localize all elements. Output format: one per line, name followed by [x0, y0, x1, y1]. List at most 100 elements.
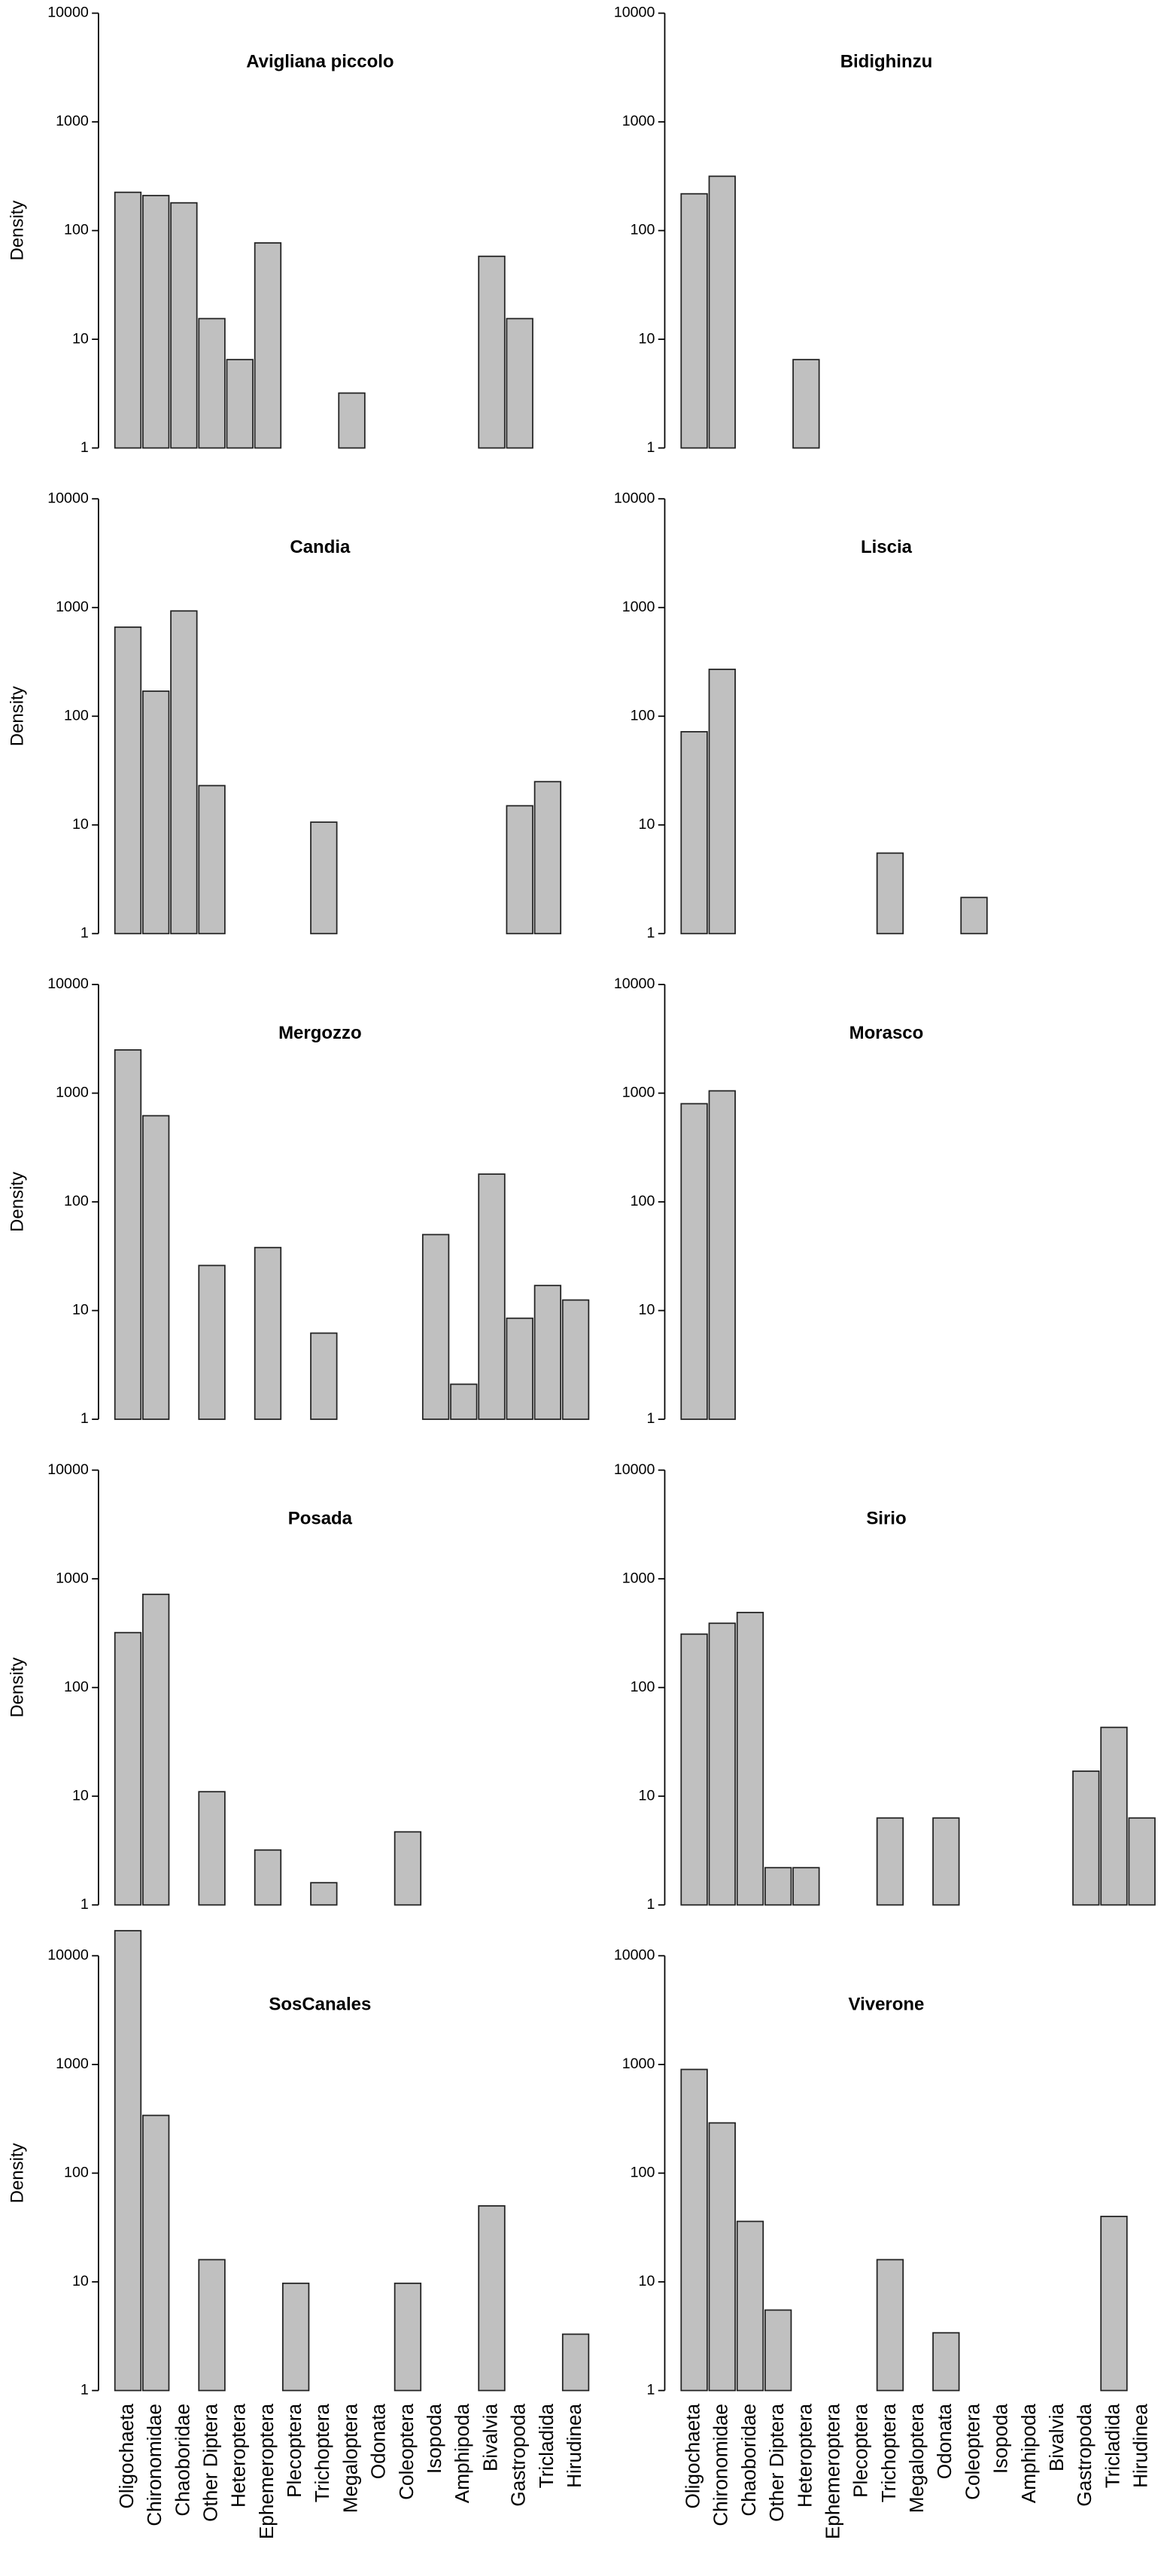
chart-title: Posada — [288, 1509, 353, 1529]
y-tick-label: 1000 — [622, 1570, 655, 1586]
y-tick-label: 1000 — [622, 2056, 655, 2072]
y-tick-label: 1000 — [56, 2056, 89, 2072]
y-axis-label: Density — [8, 201, 28, 261]
y-tick-label: 10000 — [47, 5, 89, 21]
bar — [876, 2259, 904, 2392]
x-tick-label: Other Diptera — [199, 2403, 221, 2521]
x-tick-label: Gastropoda — [507, 2403, 530, 2506]
x-tick-label: Chaoboridae — [737, 2404, 760, 2517]
y-tick-label: 1000 — [56, 599, 89, 615]
y-tick-label: 10000 — [47, 1461, 89, 1478]
bar — [1128, 1817, 1156, 1906]
x-tick-label: Amphipoda — [1017, 2403, 1040, 2503]
y-tick-label: 1000 — [56, 1570, 89, 1586]
bar — [114, 191, 142, 449]
bar — [708, 669, 736, 935]
bar — [254, 1246, 282, 1420]
x-tick-label: Oligochaeta — [115, 2403, 138, 2508]
bar — [394, 2282, 422, 2392]
x-tick-label: Ephemeroptera — [821, 2403, 843, 2539]
y-axis-label: Density — [8, 2143, 28, 2203]
y-axis-label: Density — [8, 1658, 28, 1718]
bar — [533, 1285, 562, 1420]
x-tick-label: Chironomidae — [710, 2404, 732, 2526]
x-tick-label: Isopoda — [989, 2403, 1012, 2474]
y-tick-label: 10 — [72, 1302, 89, 1318]
y-tick-label: 1 — [646, 439, 655, 456]
bar — [876, 852, 904, 935]
x-tick-label: Hirudinea — [563, 2403, 585, 2487]
y-tick-label: 10 — [639, 1787, 655, 1804]
bar — [680, 1633, 708, 1906]
y-tick-label: 10000 — [614, 490, 655, 506]
x-tick-label: Tricladida — [1101, 2403, 1123, 2488]
bar — [198, 1791, 226, 1906]
x-tick-label: Gastropoda — [1073, 2403, 1096, 2506]
chart-title: Sirio — [866, 1509, 906, 1529]
bar — [170, 610, 198, 935]
bar — [764, 1867, 792, 1906]
x-tick-label: Hirudinea — [1129, 2403, 1152, 2487]
bar — [960, 897, 988, 935]
x-tick-label: Plecoptera — [283, 2403, 305, 2498]
bar — [792, 1867, 820, 1906]
x-tick-label: Trichoptera — [311, 2403, 333, 2502]
bar — [533, 781, 562, 935]
bar — [114, 626, 142, 935]
bar — [114, 1631, 142, 1906]
bar — [450, 1383, 478, 1420]
y-tick-label: 1 — [646, 1410, 655, 1427]
y-tick-label: 1 — [646, 2382, 655, 2399]
y-tick-label: 10 — [639, 330, 655, 347]
bar — [708, 1090, 736, 1420]
bar — [680, 193, 708, 449]
y-axis-label: Density — [8, 686, 28, 746]
y-tick-label: 1 — [646, 1896, 655, 1913]
bar — [254, 242, 282, 449]
bar — [708, 1622, 736, 1906]
y-tick-label: 100 — [64, 1679, 89, 1695]
y-tick-label: 1000 — [56, 1085, 89, 1101]
bar — [1100, 2216, 1128, 2392]
y-tick-label: 10000 — [47, 1947, 89, 1964]
bar — [680, 1103, 708, 1420]
y-tick-label: 10 — [639, 816, 655, 833]
bar — [281, 2282, 310, 2392]
x-tick-label: Isopoda — [423, 2403, 445, 2474]
bar — [226, 359, 254, 449]
y-tick-label: 100 — [64, 1193, 89, 1209]
chart-title: SosCanales — [269, 1994, 371, 2014]
bar — [1072, 1770, 1100, 1906]
x-tick-label: Chironomidae — [143, 2404, 166, 2526]
chart-title: Bidighinzu — [840, 52, 933, 72]
x-tick-label: Other Diptera — [765, 2403, 788, 2521]
y-tick-label: 100 — [64, 707, 89, 724]
bar — [142, 2114, 170, 2392]
x-tick-label: Trichoptera — [877, 2403, 900, 2502]
x-tick-label: Megaloptera — [905, 2403, 928, 2513]
y-tick-label: 100 — [64, 222, 89, 238]
bar — [142, 195, 170, 449]
y-tick-label: 1000 — [622, 113, 655, 129]
x-tick-label: Oligochaeta — [681, 2403, 704, 2508]
bar — [421, 1233, 450, 1420]
bar — [198, 317, 226, 449]
bar — [142, 1593, 170, 1906]
bar — [506, 805, 533, 935]
bar — [394, 1831, 422, 1906]
bar — [736, 1612, 764, 1906]
y-tick-label: 100 — [64, 2165, 89, 2181]
bar — [932, 2332, 960, 2392]
y-tick-label: 1 — [81, 439, 89, 456]
y-tick-label: 100 — [631, 1193, 655, 1209]
x-tick-label: Chaoboridae — [171, 2404, 193, 2517]
bar — [736, 2220, 764, 2392]
x-tick-label: Tricladida — [535, 2403, 558, 2488]
y-tick-label: 1000 — [622, 599, 655, 615]
x-tick-label: Coleoptera — [961, 2403, 983, 2499]
x-tick-label: Plecoptera — [849, 2403, 872, 2498]
y-tick-label: 10 — [72, 330, 89, 347]
chart-title: Candia — [290, 537, 351, 557]
y-axis-label: Density — [8, 1172, 28, 1232]
